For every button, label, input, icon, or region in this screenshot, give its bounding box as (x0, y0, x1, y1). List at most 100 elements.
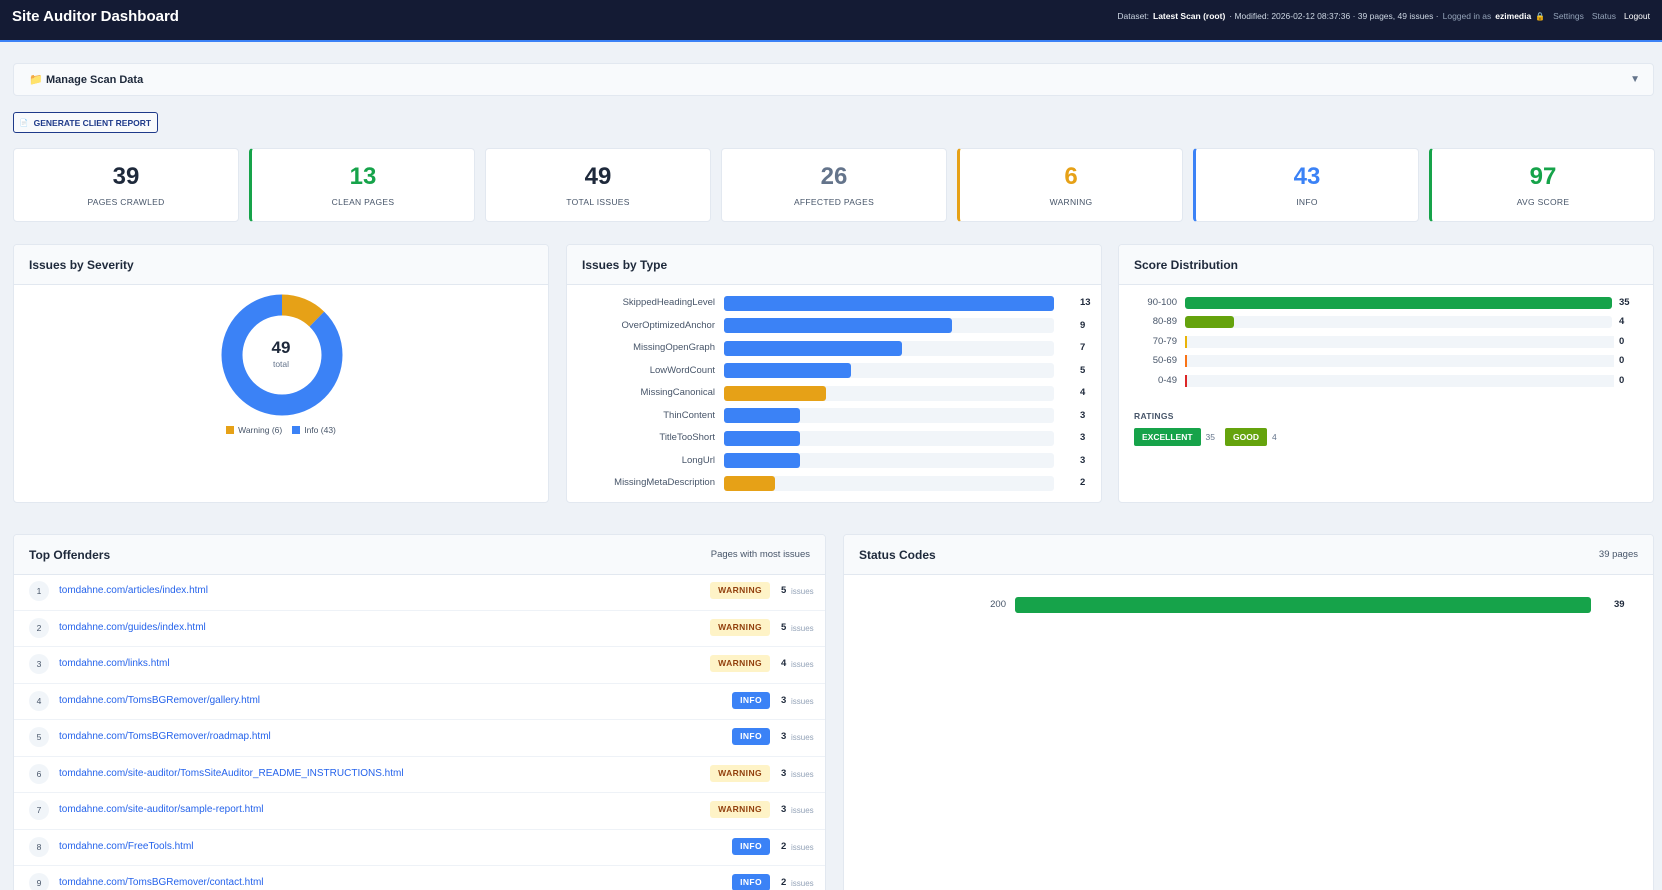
nav-link[interactable]: Logout (1624, 11, 1650, 21)
folder-icon: 📁 (29, 74, 43, 86)
stat-label: AVG SCORE (1516, 197, 1570, 207)
panel-title: Top Offenders (29, 548, 111, 562)
stat-value: 13 (349, 163, 377, 190)
nav-link[interactable]: Status (1591, 11, 1616, 21)
header-meta: Dataset: Latest Scan (root) · Modified: 20… (1117, 11, 1650, 21)
panel-header: Top Offenders Pages with most issues (14, 535, 825, 575)
rank-badge: 9 (29, 873, 49, 890)
panel-header: Score Distribution (1119, 245, 1653, 285)
issue-unit: issues (791, 806, 814, 815)
severity-badge: INFO (732, 874, 770, 890)
bar-label: MissingOpenGraph (633, 342, 715, 353)
bar-label: 200 (990, 599, 1006, 610)
donut-total-label: total (272, 359, 290, 369)
bar-value: 0 (1619, 355, 1625, 367)
bar-value: 4 (1080, 387, 1086, 398)
panel-title: Issues by Severity (29, 258, 134, 272)
panel: Top Offenders Pages with most issues 1 tomd… (13, 534, 826, 890)
bar-track (724, 430, 1054, 446)
bar-track (1185, 316, 1612, 329)
legend-item: Info (43) (292, 425, 336, 435)
rank-badge: 3 (29, 654, 49, 674)
stat-label: INFO (1296, 197, 1318, 207)
app-title: Site Auditor Dashboard (12, 8, 179, 25)
page-link[interactable]: tomdahne.com/site-auditor/sample-report.… (59, 804, 264, 815)
page-link[interactable]: tomdahne.com/TomsBGRemover/gallery.html (59, 694, 260, 706)
panel-title: Score Distribution (1134, 258, 1239, 272)
rank-badge: 1 (29, 581, 49, 601)
donut-total: 49 (271, 338, 291, 357)
dataset-name: Latest Scan (root) (1153, 11, 1226, 21)
row-divider (14, 828, 825, 830)
bar-label: LongUrl (681, 454, 715, 466)
stat-value: 6 (1064, 163, 1078, 190)
manage-title: Manage Scan Data (46, 74, 144, 86)
page-link[interactable]: tomdahne.com/articles/index.html (59, 585, 208, 596)
bar-value: 4 (1619, 316, 1625, 328)
bar-label: MissingCanonical (640, 387, 715, 398)
issue-unit: issues (791, 769, 814, 779)
legend-swatch (226, 426, 235, 434)
dataset-label: Dataset: (1117, 11, 1150, 21)
page-link[interactable]: tomdahne.com/TomsBGRemover/contact.html (59, 877, 264, 888)
legend: Warning (6) Info (43) (14, 425, 548, 435)
severity-badge: WARNING (710, 655, 770, 672)
legend-label: Info (43) (304, 425, 336, 435)
severity-badge: WARNING (710, 618, 770, 636)
bar-label: 70-79 (1152, 335, 1177, 347)
bar (724, 475, 775, 491)
severity-badge: WARNING (710, 582, 770, 599)
ratings-title: RATINGS (1134, 411, 1174, 421)
bar-value: 2 (1080, 477, 1086, 488)
rank-badge: 2 (29, 617, 49, 638)
bar (1015, 597, 1591, 613)
panel-title: Issues by Type (582, 258, 668, 272)
panel-title: Status Codes (859, 548, 936, 562)
bar-label: 80-89 (1152, 316, 1177, 328)
bar-track (1185, 355, 1614, 368)
bar-track (724, 318, 1054, 333)
rating-badge: GOOD (1225, 428, 1267, 446)
page-link[interactable]: tomdahne.com/guides/index.html (59, 621, 206, 633)
manage-scan-bar[interactable]: 📁 Manage Scan Data ▼ (13, 63, 1654, 96)
bar (724, 430, 801, 446)
bar-track (724, 295, 1054, 311)
bar (724, 295, 1054, 311)
bar-value: 9 (1080, 319, 1086, 331)
panel-subtitle: Pages with most issues (710, 549, 810, 560)
bar-label: ThinContent (663, 409, 715, 421)
legend-label: Warning (6) (238, 425, 283, 435)
nav-link[interactable]: Settings (1553, 11, 1584, 21)
rank-badge: 8 (29, 836, 49, 857)
bar-track (724, 363, 1054, 378)
donut-segment (221, 294, 343, 416)
panel-header: Status Codes 39 pages (844, 535, 1653, 575)
issue-count: 2 (781, 840, 787, 852)
issue-count: 3 (781, 804, 787, 815)
scan-meta: · Modified: 2026-02-12 08:37:36 · 39 pag… (1229, 11, 1439, 21)
bar-label: TitleTooShort (659, 432, 715, 443)
panel: Status Codes 39 pages 200 39 (843, 534, 1654, 890)
row-divider (14, 792, 825, 793)
bar-track (724, 340, 1054, 356)
rank-badge: 6 (29, 763, 49, 784)
row-divider (14, 755, 825, 757)
bar-value: 3 (1080, 409, 1086, 421)
page-link[interactable]: tomdahne.com/site-auditor/TomsSiteAudito… (59, 767, 404, 779)
bar-value: 39 (1614, 599, 1625, 610)
row-divider (14, 609, 825, 611)
bar-label: SkippedHeadingLevel (622, 297, 715, 308)
generate-report-button[interactable]: 📄 GENERATE CLIENT REPORT (13, 112, 158, 133)
issue-count: 3 (781, 731, 787, 742)
panel-header: Issues by Severity (14, 245, 548, 285)
row-divider (14, 865, 825, 866)
page-link[interactable]: tomdahne.com/TomsBGRemover/roadmap.html (59, 731, 271, 742)
issue-unit: issues (791, 879, 814, 888)
bar (724, 340, 902, 356)
report-icon: 📄 (19, 119, 29, 127)
row-divider (14, 682, 825, 684)
lock-icon: 🔒 (1535, 11, 1546, 21)
page-link[interactable]: tomdahne.com/FreeTools.html (59, 840, 194, 852)
stat-card: 43 INFO (1193, 148, 1419, 222)
page-link[interactable]: tomdahne.com/links.html (59, 658, 170, 669)
